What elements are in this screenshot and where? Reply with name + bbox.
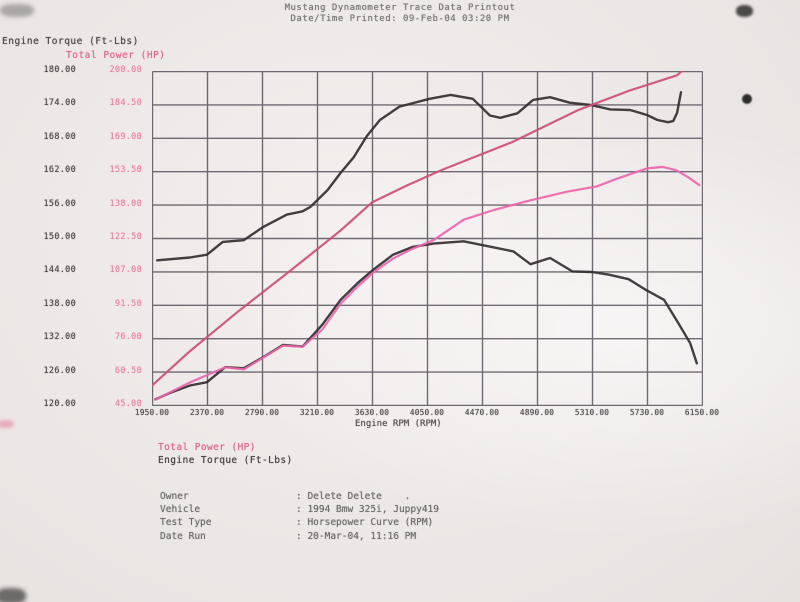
info-label: Test Type	[160, 517, 212, 529]
torque-tick-label: 144.00	[43, 265, 76, 276]
scan-smudge-pink	[0, 420, 14, 428]
rpm-tick-label: 4050.00	[409, 408, 445, 417]
info-value: : 20-Mar-04, 11:16 PM	[296, 530, 417, 542]
legend-entry: Total Power (HP)	[158, 442, 256, 453]
legend-entry: Engine Torque (Ft-Lbs)	[158, 455, 293, 466]
power-tick-label: 60.50	[114, 365, 142, 376]
rpm-axis-title: Engine RPM (RPM)	[355, 419, 442, 429]
run-info-block: Owner : Delete Delete . Vehicle : 1994 Bmw …	[160, 490, 439, 543]
scan-smudge-bottom-left	[0, 588, 26, 602]
rpm-tick-label: 1950.00	[134, 408, 170, 417]
torque-tick-label: 138.00	[43, 298, 76, 309]
info-row: Vehicle : 1994 Bmw 325i, Juppy419	[160, 503, 439, 516]
chart-legend: Total Power (HP) Engine Torque (Ft-Lbs)	[158, 441, 293, 467]
rpm-tick-label: 3210.00	[299, 408, 335, 417]
torque-axis-ticks: 180.00 174.00 168.00 162.00 156.00 150.00 144.…	[30, 0, 76, 602]
rpm-tick-label: 3630.00	[354, 408, 390, 417]
power-tick-label: 138.00	[109, 198, 142, 209]
rpm-tick-label: 5730.00	[629, 408, 665, 417]
power-tick-label: 200.00	[109, 65, 142, 75]
torque-tick-label: 150.00	[43, 232, 76, 242]
info-row: Owner : Delete Delete .	[160, 490, 439, 503]
power-tick-label: 91.50	[114, 298, 142, 309]
rpm-tick-label: 4890.00	[519, 408, 555, 417]
power-axis-title: Total Power (HP)	[66, 50, 166, 61]
power-tick-label: 153.50	[109, 165, 142, 176]
torque-tick-label: 174.00	[43, 98, 76, 109]
power-tick-label: 184.50	[109, 98, 142, 109]
report-title: Mustang Dynamometer Trace Data Printout	[284, 3, 516, 13]
series-engine-torque-run2	[154, 240, 698, 401]
rpm-tick-label: 2370.00	[189, 408, 225, 417]
torque-axis-title: Engine Torque (Ft-Lbs)	[2, 36, 139, 47]
torque-tick-label: 156.00	[43, 198, 76, 209]
torque-tick-label: 162.00	[43, 165, 76, 176]
torque-tick-label: 132.00	[43, 332, 76, 343]
series-engine-torque-run1	[155, 91, 683, 262]
info-row: Test Type : Horsepower Curve (RPM)	[160, 516, 439, 529]
torque-tick-label: 180.00	[43, 65, 76, 75]
power-tick-label: 169.00	[109, 131, 142, 142]
info-row: Date Run : 20-Mar-04, 11:16 PM	[160, 530, 439, 543]
info-label: Owner	[160, 491, 189, 502]
series-total-power-run1	[152, 71, 684, 387]
power-tick-label: 122.50	[109, 232, 142, 242]
rpm-axis-ticks: 1950.00 2370.00 2790.00 3210.00 3630.00 4050.…	[0, 408, 800, 420]
info-value: : 1994 Bmw 325i, Juppy419	[296, 504, 439, 516]
grid-lines	[152, 71, 703, 406]
power-tick-label: 45.00	[114, 399, 142, 409]
power-axis-ticks: 200.00 184.50 169.00 153.50 138.00 122.50 107.…	[96, 0, 142, 602]
torque-tick-label: 168.00	[43, 131, 76, 142]
info-label: Date Run	[160, 530, 206, 542]
info-value: : Horsepower Curve (RPM)	[296, 517, 434, 529]
printed-datetime: Date/Time Printed: 09-Feb-04 03:20 PM	[290, 14, 510, 24]
rpm-tick-label: 4470.00	[464, 408, 500, 417]
rpm-tick-label: 2790.00	[244, 408, 280, 417]
torque-tick-label: 120.00	[43, 399, 76, 409]
torque-tick-label: 126.00	[43, 365, 76, 376]
power-tick-label: 107.00	[109, 265, 142, 276]
info-value: : Delete Delete .	[296, 491, 411, 502]
series-total-power-run2	[154, 165, 701, 401]
info-label: Vehicle	[160, 504, 201, 516]
rpm-tick-label: 6150.00	[684, 408, 720, 417]
scan-dot-right	[742, 94, 752, 104]
rpm-tick-label: 5310.00	[574, 408, 610, 417]
power-tick-label: 76.00	[114, 332, 142, 343]
dyno-trace-plot	[152, 71, 703, 406]
